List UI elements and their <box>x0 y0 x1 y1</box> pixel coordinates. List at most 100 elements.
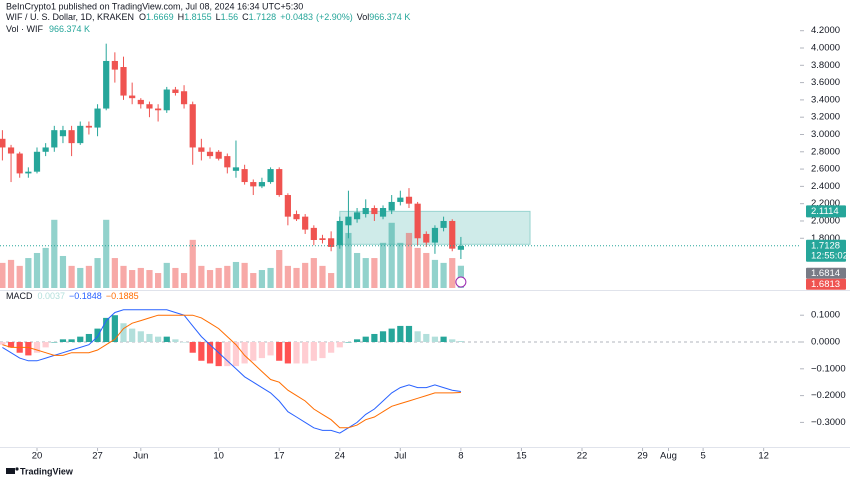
y-tick-label: 3.8000 <box>811 60 840 71</box>
y-tick-label: 2.6000 <box>811 164 840 175</box>
volume-bar <box>68 265 75 288</box>
macd-histogram-bar <box>129 328 136 343</box>
macd-histogram-bar <box>258 342 266 359</box>
macd-histogram-bar <box>328 342 335 353</box>
price-label-bg <box>806 205 846 218</box>
last-price-label: 1.7128 <box>811 240 840 251</box>
macd-histogram-bar <box>353 339 361 343</box>
volume-bar <box>414 247 421 288</box>
x-tick-label: 15 <box>516 451 527 462</box>
volume-bar <box>85 265 93 288</box>
candle-body <box>42 147 49 152</box>
logo-icon <box>6 468 15 474</box>
macd-histogram-bar <box>224 342 231 367</box>
candle-body <box>371 208 378 215</box>
volume-bar <box>336 242 343 288</box>
candle-body <box>405 196 413 204</box>
candle-body <box>146 104 153 109</box>
volume-bar <box>449 258 456 288</box>
volume-bar <box>129 270 136 288</box>
volume-bar <box>353 252 361 288</box>
footer-logo: TradingView <box>6 466 74 476</box>
price-label: 1.6814 <box>811 268 840 279</box>
volume-bar <box>232 261 240 288</box>
volume-bar <box>310 258 317 288</box>
candle-body <box>189 104 196 148</box>
macd-y-tick-label: −0.2000 <box>811 390 846 401</box>
candle-body <box>68 130 75 144</box>
legend-part: Vol <box>357 12 370 22</box>
macd-histogram-bar <box>120 323 127 343</box>
candle-body <box>353 212 361 220</box>
candle-body <box>457 245 464 250</box>
candle-body <box>7 147 15 154</box>
signal-line <box>2 314 461 429</box>
macd-histogram-bar <box>371 333 378 343</box>
volume-bar <box>440 262 447 288</box>
macd-histogram-bar <box>85 333 93 343</box>
macd-histogram-bar <box>59 339 67 343</box>
volume-bar <box>258 270 266 288</box>
volume-bar <box>146 270 153 288</box>
x-tick-label: Jul <box>394 451 406 462</box>
y-tick-label: 3.2000 <box>811 112 840 123</box>
brand: TradingView <box>20 466 74 476</box>
candle-body <box>293 214 300 220</box>
last-price-bg <box>806 239 846 262</box>
macd-line <box>2 309 461 434</box>
volume-bar <box>51 219 58 288</box>
x-tick-label: 12 <box>758 451 769 462</box>
candle-body <box>198 147 205 152</box>
legend-part: 1.56 <box>221 12 239 22</box>
y-tick-label: 4.2000 <box>811 25 840 36</box>
candle-body <box>310 227 317 240</box>
macd-histogram-bar <box>77 336 84 343</box>
candle-body <box>59 130 67 137</box>
macd-histogram-bar <box>137 331 144 343</box>
macd-histogram-bar <box>68 339 75 343</box>
legend-part: C <box>242 12 249 22</box>
legend-part: 1.6669 <box>146 12 174 22</box>
y-tick-label: 2.8000 <box>811 146 840 157</box>
macd-histogram-bar <box>379 331 387 343</box>
macd-histogram-bar <box>180 342 188 343</box>
legend-part: WIF / U. S. Dollar, 1D, KRAKEN <box>6 12 134 22</box>
x-tick-label: 24 <box>334 451 345 462</box>
candle-body <box>77 125 84 144</box>
volume-bar <box>241 262 248 288</box>
volume-bar <box>42 247 49 288</box>
volume-bar <box>379 242 387 288</box>
candle-body <box>172 89 179 93</box>
candle-body <box>137 99 144 105</box>
volume-bar <box>0 262 6 288</box>
candle-body <box>16 153 23 174</box>
legend-part: 0.0037 <box>38 291 66 301</box>
y-tick-label: 1.8000 <box>811 233 840 244</box>
x-tick-label: 27 <box>92 451 103 462</box>
volume-bar <box>189 239 196 288</box>
macd-histogram-bar <box>431 336 439 343</box>
macd-histogram-bar <box>241 342 248 364</box>
y-tick-label: 2.4000 <box>811 181 840 192</box>
volume-bar <box>120 265 127 288</box>
legend-part: O <box>139 12 146 22</box>
volume-bar <box>163 262 170 288</box>
volume-bar <box>423 252 430 288</box>
macd-histogram-bar <box>189 342 196 353</box>
volume-legend: Vol · WIF 966.374 K <box>6 24 90 34</box>
candle-body <box>33 151 41 172</box>
logo-icon <box>15 467 19 471</box>
candle-body <box>388 201 395 211</box>
legend-part: L <box>216 12 221 22</box>
candle-body <box>276 169 283 196</box>
x-tick-label: 29 <box>637 451 648 462</box>
macd-histogram-bar <box>163 336 170 343</box>
candle-body <box>397 197 404 202</box>
y-tick-label: 3.0000 <box>811 129 840 140</box>
candle-body <box>414 203 421 239</box>
x-tick-label: 8 <box>458 451 463 462</box>
candle-body <box>241 169 248 183</box>
macd-histogram-bar <box>267 342 274 356</box>
legend-part: (+2.90%) <box>316 12 353 22</box>
